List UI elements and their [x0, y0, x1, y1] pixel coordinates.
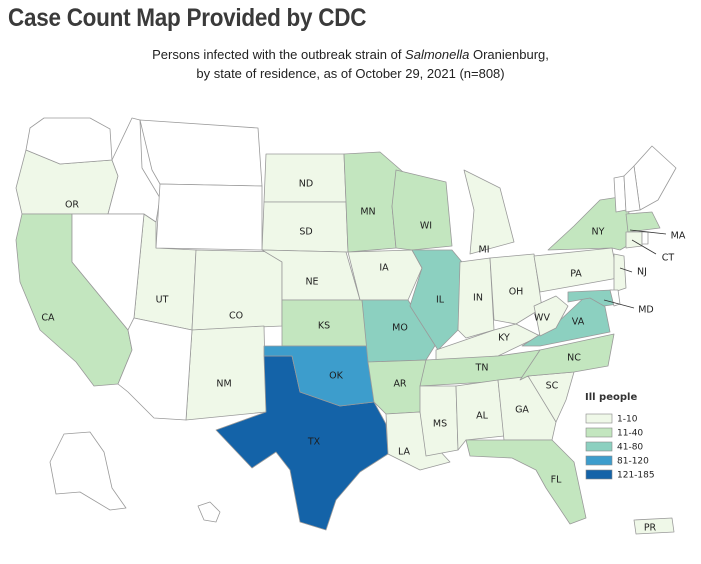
- state-shape-wv: [533, 295, 569, 337]
- state-label-nd: ND: [299, 179, 313, 190]
- legend-label-1: 11-40: [617, 429, 643, 439]
- state-label-il: IL: [436, 295, 445, 306]
- state-label-ca: CA: [41, 313, 55, 324]
- state-shape-ak: [49, 431, 127, 511]
- legend-swatch-3: [585, 455, 613, 466]
- state-shape-il: [409, 249, 463, 351]
- state-label-tn: TN: [475, 363, 489, 374]
- legend-label-2: 41-80: [617, 443, 643, 453]
- state-shape-pr: [633, 517, 675, 535]
- state-label-or: OR: [65, 200, 79, 211]
- state-label-ar: AR: [393, 379, 406, 390]
- state-label-ct: CT: [662, 253, 675, 264]
- state-label-oh: OH: [509, 287, 524, 298]
- state-label-ia: IA: [379, 263, 389, 274]
- state-label-mi: MI: [479, 245, 490, 256]
- state-shape-nh: [623, 165, 641, 213]
- state-label-ok: OK: [329, 371, 343, 382]
- state-label-fl: FL: [551, 475, 562, 486]
- state-shape-in: [457, 257, 495, 339]
- state-label-ga: GA: [515, 405, 529, 416]
- legend-swatch-1: [585, 427, 613, 438]
- state-shape-mt: [139, 119, 263, 187]
- states-layer: [15, 117, 677, 535]
- state-shape-nc: [519, 333, 615, 381]
- state-shape-wy: [155, 183, 263, 251]
- state-shape-wi: [391, 169, 453, 251]
- state-shape-fl: [465, 439, 587, 525]
- state-label-mo: MO: [392, 323, 408, 334]
- state-label-ut: UT: [156, 295, 169, 306]
- state-shape-ma: [625, 211, 661, 233]
- leader-line-ma: [629, 229, 667, 235]
- state-label-sd: SD: [299, 227, 312, 238]
- state-label-ny: NY: [592, 227, 605, 238]
- legend-swatch-0: [585, 413, 613, 424]
- state-label-nc: NC: [567, 353, 581, 364]
- state-label-nm: NM: [216, 379, 231, 390]
- state-label-mn: MN: [360, 207, 375, 218]
- legend: Ill people 1-10 11-40 41-80 81-120 121-185: [585, 392, 655, 481]
- legend-label-4: 121-185: [617, 471, 655, 481]
- state-shape-ms: [419, 385, 459, 457]
- state-shape-al: [455, 379, 505, 451]
- legend-label-0: 1-10: [617, 415, 638, 425]
- state-label-al: AL: [476, 411, 488, 422]
- state-label-va: VA: [572, 317, 585, 328]
- legend-swatch-2: [585, 441, 613, 452]
- state-label-la: LA: [398, 447, 411, 458]
- state-label-md: MD: [638, 305, 654, 316]
- state-shape-ri: [641, 231, 649, 245]
- subtitle-line-2: by state of residence, as of October 29,…: [196, 66, 505, 81]
- state-label-pr: PR: [644, 523, 657, 534]
- legend-title: Ill people: [585, 392, 637, 403]
- state-label-ks: KS: [318, 321, 330, 332]
- state-shape-nm: [185, 325, 267, 421]
- state-shape-mi: [463, 169, 515, 255]
- state-label-ky: KY: [498, 333, 510, 344]
- state-label-ma: MA: [671, 231, 686, 242]
- state-shape-wa: [25, 117, 113, 165]
- legend-label-3: 81-120: [617, 457, 649, 467]
- state-labels-layer: OR CA UT CO NM TX ND SD NE KS OK MN IA MO AR LA WI IL MI IN…: [41, 179, 685, 534]
- leader-line-ct: [631, 239, 657, 255]
- leader-line-md: [603, 299, 635, 309]
- state-label-sc: SC: [546, 381, 559, 392]
- map-subtitle: Persons infected with the outbreak strai…: [0, 45, 701, 83]
- subtitle-organism: Salmonella: [405, 47, 470, 62]
- state-shape-ct: [625, 231, 643, 249]
- state-shape-oh: [489, 253, 543, 325]
- state-label-pa: PA: [570, 269, 582, 280]
- state-label-co: CO: [229, 311, 243, 322]
- state-label-wv: WV: [534, 313, 550, 324]
- state-shape-ia: [347, 249, 423, 301]
- subtitle-suffix: Oranienburg,: [469, 47, 549, 62]
- state-label-in: IN: [473, 293, 483, 304]
- state-shape-nj: [613, 253, 627, 293]
- page-title: Case Count Map Provided by CDC: [8, 4, 367, 32]
- state-shape-az: [117, 317, 193, 421]
- legend-swatch-4: [585, 469, 613, 480]
- leader-lines-layer: [603, 229, 667, 309]
- leader-line-nj: [619, 267, 633, 273]
- state-label-nj: NJ: [637, 267, 647, 278]
- state-label-ms: MS: [433, 419, 447, 430]
- state-label-ne: NE: [305, 277, 318, 288]
- state-label-wi: WI: [420, 221, 432, 232]
- subtitle-line-1: Persons infected with the outbreak strai…: [0, 45, 701, 64]
- state-label-tx: TX: [307, 437, 321, 448]
- state-shape-hi: [197, 501, 221, 523]
- state-shape-me: [633, 145, 677, 211]
- subtitle-prefix: Persons infected with the outbreak strai…: [152, 47, 406, 62]
